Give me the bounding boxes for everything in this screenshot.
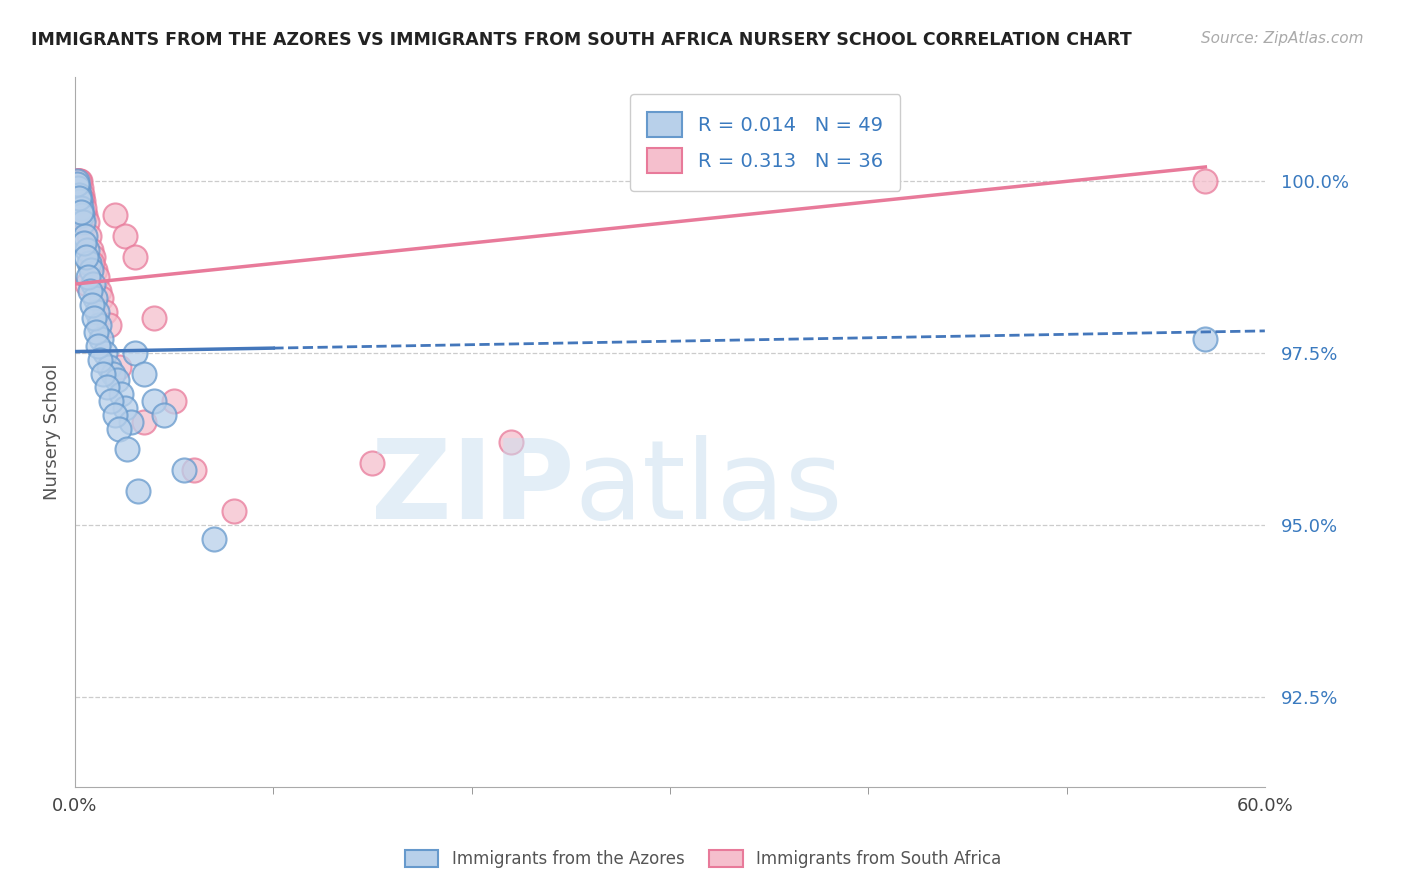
Point	[90, 332, 112, 346]
Point	[222, 504, 245, 518]
Point	[67, 191, 90, 205]
Point	[70, 202, 93, 216]
Point	[66, 174, 89, 188]
Text: Source: ZipAtlas.com: Source: ZipAtlas.com	[1201, 31, 1364, 46]
Text: IMMIGRANTS FROM THE AZORES VS IMMIGRANTS FROM SOUTH AFRICA NURSERY SCHOOL CORREL: IMMIGRANTS FROM THE AZORES VS IMMIGRANTS…	[31, 31, 1132, 49]
Point	[73, 208, 96, 222]
Point	[76, 243, 98, 257]
Point	[70, 180, 93, 194]
Point	[91, 367, 114, 381]
Point	[143, 394, 166, 409]
Point	[1194, 174, 1216, 188]
Point	[67, 187, 90, 202]
Point	[76, 277, 98, 291]
Point	[82, 250, 104, 264]
Point	[66, 174, 89, 188]
Point	[501, 435, 523, 450]
Point	[86, 304, 108, 318]
Point	[80, 298, 103, 312]
Point	[73, 202, 96, 216]
Point	[70, 187, 93, 202]
Point	[66, 174, 89, 188]
Point	[100, 394, 122, 409]
Point	[77, 256, 100, 270]
Point	[127, 483, 149, 498]
Point	[153, 408, 176, 422]
Point	[202, 532, 225, 546]
Point	[80, 256, 103, 270]
Point	[67, 174, 90, 188]
Point	[87, 318, 110, 333]
Point	[143, 311, 166, 326]
Point	[69, 194, 91, 209]
Point	[107, 359, 129, 374]
Point	[70, 191, 93, 205]
Point	[80, 243, 103, 257]
Point	[134, 415, 156, 429]
Point	[114, 228, 136, 243]
Point	[80, 263, 103, 277]
Point	[115, 442, 138, 457]
Point	[83, 263, 105, 277]
Point	[101, 367, 124, 381]
Point	[120, 415, 142, 429]
Point	[97, 359, 120, 374]
Point	[83, 311, 105, 326]
Point	[66, 177, 89, 191]
Text: atlas: atlas	[575, 435, 844, 542]
Point	[361, 456, 384, 470]
Point	[89, 352, 111, 367]
Point	[104, 408, 127, 422]
Point	[107, 422, 129, 436]
Point	[75, 250, 97, 264]
Point	[73, 235, 96, 250]
Point	[70, 208, 93, 222]
Point	[76, 215, 98, 229]
Point	[69, 174, 91, 188]
Point	[94, 304, 117, 318]
Point	[86, 270, 108, 285]
Point	[72, 194, 94, 209]
Point	[96, 380, 118, 394]
Point	[66, 180, 89, 194]
Point	[83, 291, 105, 305]
Y-axis label: Nursery School: Nursery School	[44, 364, 60, 500]
Point	[124, 250, 146, 264]
Point	[82, 277, 104, 291]
Point	[72, 215, 94, 229]
Legend: Immigrants from the Azores, Immigrants from South Africa: Immigrants from the Azores, Immigrants f…	[398, 843, 1008, 875]
Point	[1194, 332, 1216, 346]
Point	[114, 401, 136, 415]
Point	[66, 174, 89, 188]
Point	[79, 284, 101, 298]
Point	[105, 374, 128, 388]
Point	[77, 270, 100, 285]
Point	[183, 463, 205, 477]
Point	[73, 228, 96, 243]
Text: ZIP: ZIP	[371, 435, 575, 542]
Point	[87, 284, 110, 298]
Legend: R = 0.014   N = 49, R = 0.313   N = 36: R = 0.014 N = 49, R = 0.313 N = 36	[630, 95, 900, 191]
Point	[77, 228, 100, 243]
Point	[173, 463, 195, 477]
Point	[84, 326, 107, 340]
Point	[134, 367, 156, 381]
Point	[124, 346, 146, 360]
Point	[90, 291, 112, 305]
Point	[70, 204, 93, 219]
Point	[104, 208, 127, 222]
Point	[110, 387, 132, 401]
Point	[87, 339, 110, 353]
Point	[97, 318, 120, 333]
Point	[94, 346, 117, 360]
Point	[67, 174, 90, 188]
Point	[163, 394, 186, 409]
